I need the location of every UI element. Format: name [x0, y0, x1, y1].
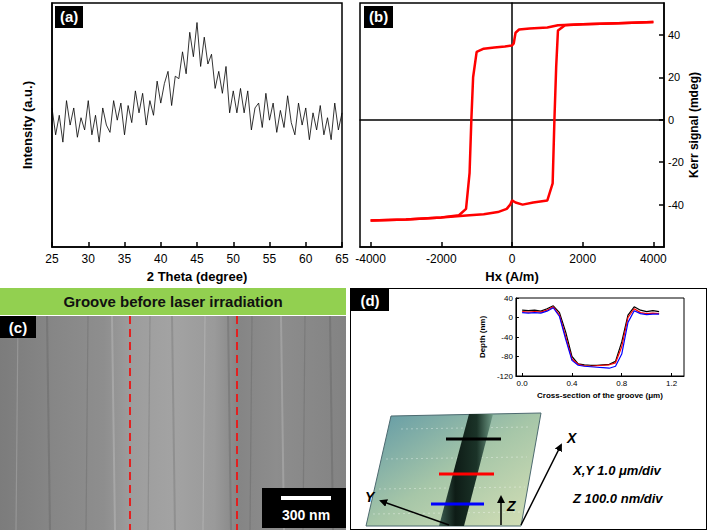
- svg-text:-40: -40: [668, 199, 684, 211]
- svg-text:1.2: 1.2: [666, 379, 678, 388]
- svg-text:Depth (nm): Depth (nm): [478, 316, 487, 359]
- svg-text:25: 25: [45, 252, 59, 266]
- svg-text:Groove before laser irradiatio: Groove before laser irradiation: [63, 293, 282, 310]
- svg-text:Y: Y: [365, 489, 376, 505]
- html-text:(b): (b): [369, 8, 389, 25]
- svg-text:65: 65: [335, 252, 349, 266]
- svg-text:40: 40: [154, 252, 168, 266]
- svg-text:-2000: -2000: [426, 252, 457, 266]
- svg-text:X: X: [566, 430, 578, 446]
- svg-text:45: 45: [190, 252, 204, 266]
- svg-text:2 Theta (degree): 2 Theta (degree): [147, 269, 247, 284]
- svg-text:(d): (d): [360, 292, 379, 309]
- svg-text:0.8: 0.8: [616, 379, 628, 388]
- svg-text:0: 0: [508, 313, 513, 322]
- svg-text:-4000: -4000: [355, 252, 386, 266]
- svg-text:-80: -80: [501, 352, 513, 361]
- svg-text:20: 20: [668, 71, 680, 83]
- svg-text:0.0: 0.0: [517, 379, 529, 388]
- svg-text:Z: Z: [506, 498, 516, 514]
- svg-text:50: 50: [227, 252, 241, 266]
- svg-text:Z 100.0 nm/div: Z 100.0 nm/div: [572, 491, 663, 506]
- svg-text:-120: -120: [497, 372, 514, 381]
- svg-text:Intensity (a.u.): Intensity (a.u.): [20, 81, 35, 169]
- svg-text:55: 55: [263, 252, 277, 266]
- svg-text:(c): (c): [9, 319, 27, 336]
- svg-text:-20: -20: [668, 156, 684, 168]
- svg-text:Hx (A/m): Hx (A/m): [485, 269, 538, 284]
- svg-text:60: 60: [299, 252, 313, 266]
- svg-text:X,Y 1.0 μm/div: X,Y 1.0 μm/div: [572, 463, 662, 478]
- html-text:(a): (a): [60, 8, 79, 25]
- svg-text:Kerr signal (mdeg): Kerr signal (mdeg): [687, 72, 701, 178]
- svg-text:-40: -40: [501, 333, 513, 342]
- svg-text:40: 40: [504, 294, 513, 303]
- svg-text:0: 0: [668, 114, 674, 126]
- svg-text:30: 30: [82, 252, 96, 266]
- svg-text:0.4: 0.4: [566, 379, 578, 388]
- svg-text:35: 35: [118, 252, 132, 266]
- svg-text:300 nm: 300 nm: [282, 507, 330, 523]
- svg-text:2000: 2000: [569, 252, 596, 266]
- svg-text:4000: 4000: [640, 252, 667, 266]
- svg-text:40: 40: [668, 29, 680, 41]
- svg-text:0: 0: [509, 252, 516, 266]
- svg-text:Cross-section of the groove (μ: Cross-section of the groove (μm): [537, 391, 663, 400]
